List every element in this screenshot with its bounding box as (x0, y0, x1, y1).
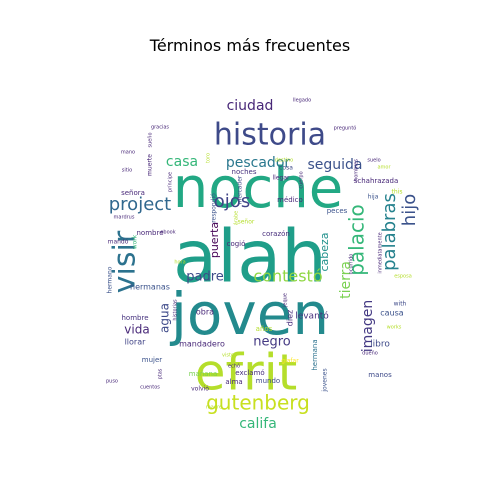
cloud-word: project (109, 194, 171, 215)
cloud-word: exclamó (235, 369, 264, 377)
cloud-word: ptas (158, 368, 164, 379)
cloud-word: ciudad (227, 98, 274, 114)
cloud-word: respondió (211, 193, 218, 223)
cloud-word: contestó (253, 267, 322, 286)
cloud-word: giafar (281, 358, 299, 365)
cloud-word: ojos (214, 191, 250, 212)
cloud-word: esposa (394, 274, 412, 280)
cloud-word: gutenberg (206, 391, 310, 415)
cloud-word: jovenes (322, 368, 329, 392)
cloud-word: preguntó (334, 125, 357, 132)
cloud-word: dueño (362, 351, 378, 357)
cloud-word: madre (206, 405, 222, 411)
cloud-word: señora (121, 189, 145, 197)
cloud-word: médico (277, 196, 303, 204)
cloud-word: sueño (148, 132, 154, 147)
cloud-word: hombres (354, 159, 360, 181)
cloud-word: manos (368, 371, 392, 379)
cloud-word: cosa (279, 165, 293, 172)
cloud-word: mandadero (179, 340, 225, 349)
cloud-word: años (256, 325, 273, 333)
cloud-word: mandó (108, 239, 129, 246)
cloud-word: hora (174, 260, 185, 266)
cloud-word: hija (368, 194, 379, 201)
cloud-word: cuerpo (299, 171, 305, 188)
cloud-word: sitio (122, 168, 132, 174)
cloud-word: príncipe (167, 172, 174, 192)
cloud-word: jeque (283, 293, 289, 308)
cloud-word: imagen (360, 300, 376, 352)
cloud-word: nombre (136, 229, 163, 237)
cloud-word: mundo (256, 377, 280, 385)
cloud-word: hombre (121, 314, 148, 322)
cloud-word: volvió (191, 386, 209, 393)
cloud-word: destino (275, 158, 293, 164)
cloud-word: casa (166, 154, 198, 170)
cloud-word: libro (370, 340, 390, 350)
cloud-word: hermano (107, 266, 114, 293)
cloud-word: puerta (208, 222, 221, 258)
chart-title: Términos más frecuentes (149, 36, 351, 55)
cloud-word: hermanas (130, 283, 170, 292)
cloud-word: cabeza (318, 232, 331, 271)
cloud-word: noche (173, 156, 344, 221)
cloud-word: efrit (195, 344, 297, 402)
cloud-word: diez (286, 310, 295, 326)
cloud-word: noches (232, 168, 257, 176)
cloud-word: peces (327, 207, 348, 215)
cloud-word: árabe (233, 211, 240, 225)
cloud-word: hermana (311, 339, 319, 370)
cloud-word: padre (186, 270, 224, 285)
cloud-word: visir (108, 230, 143, 293)
cloud-word: vida (124, 323, 149, 337)
cloud-word: llorar (125, 338, 147, 347)
cloud-word: seguida (307, 157, 362, 173)
cloud-word: mardrus (114, 215, 135, 221)
cloud-word: corazón (262, 230, 290, 238)
cloud-word: califa (239, 416, 277, 432)
cloud-word: levantó (295, 311, 329, 322)
cloud-word: with (394, 301, 407, 308)
cloud-word: alah (173, 215, 327, 299)
cloud-word: visto (222, 353, 234, 359)
cloud-word: gracias (151, 125, 169, 131)
cloud-word: mercader (237, 175, 244, 204)
cloud-word: schahrazada (354, 177, 399, 185)
cloud-word: pescador (226, 155, 291, 171)
cloud-word: this (392, 189, 403, 196)
cloud-word: mañana (189, 370, 218, 378)
cloud-word: causa (380, 309, 404, 318)
cloud-word: agua (158, 303, 172, 333)
cloud-word: palacio (345, 204, 369, 276)
cloud-word: llegar (273, 175, 291, 182)
cloud-word: historia (214, 118, 326, 153)
cloud-word: cuentos (140, 385, 160, 391)
cloud-word: llegado (293, 98, 311, 104)
cloud-word: suelo (367, 158, 380, 164)
cloud-word: alma (225, 378, 242, 386)
cloud-word: historias (173, 299, 179, 321)
cloud-word: cogió (227, 240, 246, 248)
cloud-word: mujer (142, 356, 163, 364)
cloud-word: ocurrido (349, 254, 355, 275)
cloud-word: mano (121, 150, 135, 156)
cloud-word: hijo (399, 194, 420, 226)
cloud-word: puso (106, 379, 118, 385)
cloud-word: toro (206, 153, 212, 163)
cloud-word: tierra (338, 261, 354, 299)
cloud-word: ebook (160, 230, 175, 236)
cloud-word: señor (238, 219, 255, 226)
cloud-word: negro (253, 335, 291, 350)
cloud-word: inmediatamente (378, 232, 384, 273)
cloud-word: echó (228, 363, 240, 370)
cloud-word: obra (196, 308, 214, 317)
cloud-word: joven (169, 280, 329, 348)
cloud-word: palabras (379, 193, 400, 271)
cloud-word: muerte (147, 154, 154, 176)
cloud-word: work (132, 234, 139, 249)
cloud-word: works (387, 325, 402, 331)
cloud-word: amor (377, 165, 391, 171)
